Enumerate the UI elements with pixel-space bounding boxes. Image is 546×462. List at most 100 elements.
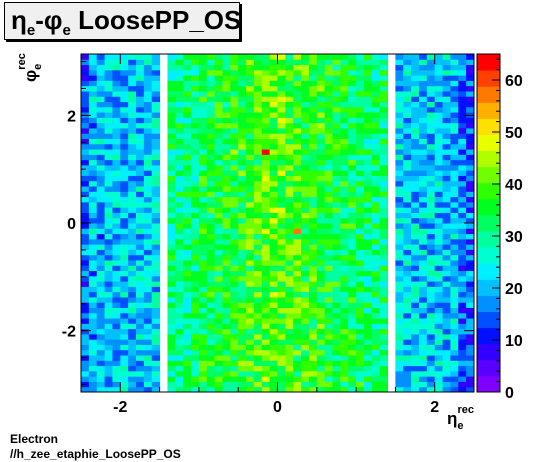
heatmap-cell: [442, 127, 451, 134]
heatmap-cell: [371, 249, 381, 256]
colorbar-tick-label: 0: [505, 385, 514, 402]
heatmap-cell: [128, 191, 137, 198]
heatmap-cell: [269, 175, 278, 182]
heatmap-cell: [246, 307, 255, 314]
heatmap-cell: [198, 143, 208, 150]
heatmap-cell: [253, 75, 263, 81]
heatmap-cell: [434, 143, 444, 150]
heatmap-cell: [434, 296, 444, 303]
heatmap-cell: [112, 302, 121, 308]
heatmap-cell: [167, 80, 176, 87]
heatmap-cell: [403, 339, 412, 345]
heatmap-cell: [128, 312, 137, 319]
heatmap-cell: [206, 117, 216, 124]
heatmap-cell: [450, 207, 459, 213]
heatmap-cell: [285, 127, 294, 134]
heatmap-cell: [340, 223, 349, 229]
heatmap-cell: [183, 349, 192, 356]
heatmap-cell: [128, 164, 137, 171]
heatmap-cell: [143, 127, 153, 134]
heatmap-cell: [261, 307, 271, 314]
heatmap-cell: [308, 59, 318, 66]
heatmap-cell: [104, 228, 113, 235]
heatmap-cell: [222, 238, 231, 245]
heatmap-cell: [308, 212, 318, 219]
heatmap-cell: [371, 312, 381, 319]
heatmap-cell: [371, 138, 381, 145]
heatmap-cell: [246, 249, 255, 256]
heatmap-cell: [120, 281, 129, 287]
heatmap-cell: [324, 365, 334, 372]
heatmap-cell: [301, 333, 310, 340]
heatmap-cell: [104, 233, 113, 240]
heatmap-cell: [356, 355, 365, 361]
heatmap-cell: [466, 281, 475, 287]
heatmap-cell: [81, 170, 90, 176]
heatmap-cell: [379, 339, 389, 345]
heatmap-cell: [230, 228, 239, 235]
heatmap-cell: [128, 196, 137, 203]
heatmap-cell: [88, 355, 98, 361]
heatmap-cell: [466, 370, 475, 377]
heatmap-cell: [426, 127, 436, 134]
heatmap-cell: [418, 244, 428, 250]
heatmap-cell: [230, 201, 239, 208]
heatmap-cell: [246, 106, 255, 113]
heatmap-cell: [277, 228, 286, 235]
heatmap-cell: [104, 54, 113, 60]
heatmap-cell: [324, 133, 334, 139]
heatmap-cell: [151, 370, 161, 377]
heatmap-cell: [112, 85, 121, 92]
heatmap-cell: [206, 138, 216, 145]
heatmap-cell: [316, 101, 326, 108]
heatmap-cell: [371, 212, 381, 219]
heatmap-cell: [356, 281, 365, 287]
heatmap-cell: [324, 339, 334, 345]
heatmap-cell: [120, 381, 129, 388]
heatmap-cell: [308, 101, 318, 108]
heatmap-cell: [434, 159, 444, 166]
heatmap-cell: [198, 133, 208, 139]
heatmap-cell: [222, 254, 231, 261]
heatmap-cell: [167, 164, 176, 171]
heatmap-cell: [136, 175, 145, 182]
heatmap-cell: [191, 117, 200, 124]
heatmap-cell: [403, 191, 412, 198]
heatmap-cell: [363, 254, 373, 261]
heatmap-cell: [458, 228, 467, 235]
heatmap-cell: [450, 90, 459, 97]
heatmap-cell: [348, 201, 357, 208]
heatmap-cell: [246, 207, 255, 213]
heatmap-cell: [143, 339, 153, 345]
heatmap-cell: [112, 339, 121, 345]
heatmap-cell: [308, 228, 318, 235]
heatmap-cell: [466, 228, 475, 235]
heatmap-cell: [261, 69, 271, 76]
heatmap-cell: [277, 106, 286, 113]
heatmap-cell: [395, 238, 404, 245]
heatmap-cell: [442, 80, 451, 87]
heatmap-cell: [167, 291, 176, 298]
heatmap-cell: [301, 344, 310, 351]
heatmap-cell: [222, 223, 231, 229]
heatmap-cell: [261, 323, 271, 330]
heatmap-cell: [418, 365, 428, 372]
heatmap-cell: [395, 244, 404, 250]
heatmap-cell: [81, 127, 90, 134]
heatmap-cell: [434, 238, 444, 245]
heatmap-cell: [356, 249, 365, 256]
heatmap-cell: [88, 270, 98, 277]
heatmap-cell: [238, 85, 247, 92]
heatmap-cell: [198, 286, 208, 293]
heatmap-cell: [340, 212, 349, 219]
heatmap-cell: [411, 333, 420, 340]
heatmap-cell: [128, 254, 137, 261]
heatmap-cell: [198, 196, 208, 203]
heatmap-cell: [175, 80, 184, 87]
heatmap-cell: [348, 112, 357, 118]
heatmap-cell: [356, 212, 365, 219]
heatmap-cell: [222, 180, 231, 187]
heatmap-cell: [96, 244, 106, 250]
heatmap-cell: [332, 154, 341, 161]
heatmap-cell: [104, 318, 113, 324]
